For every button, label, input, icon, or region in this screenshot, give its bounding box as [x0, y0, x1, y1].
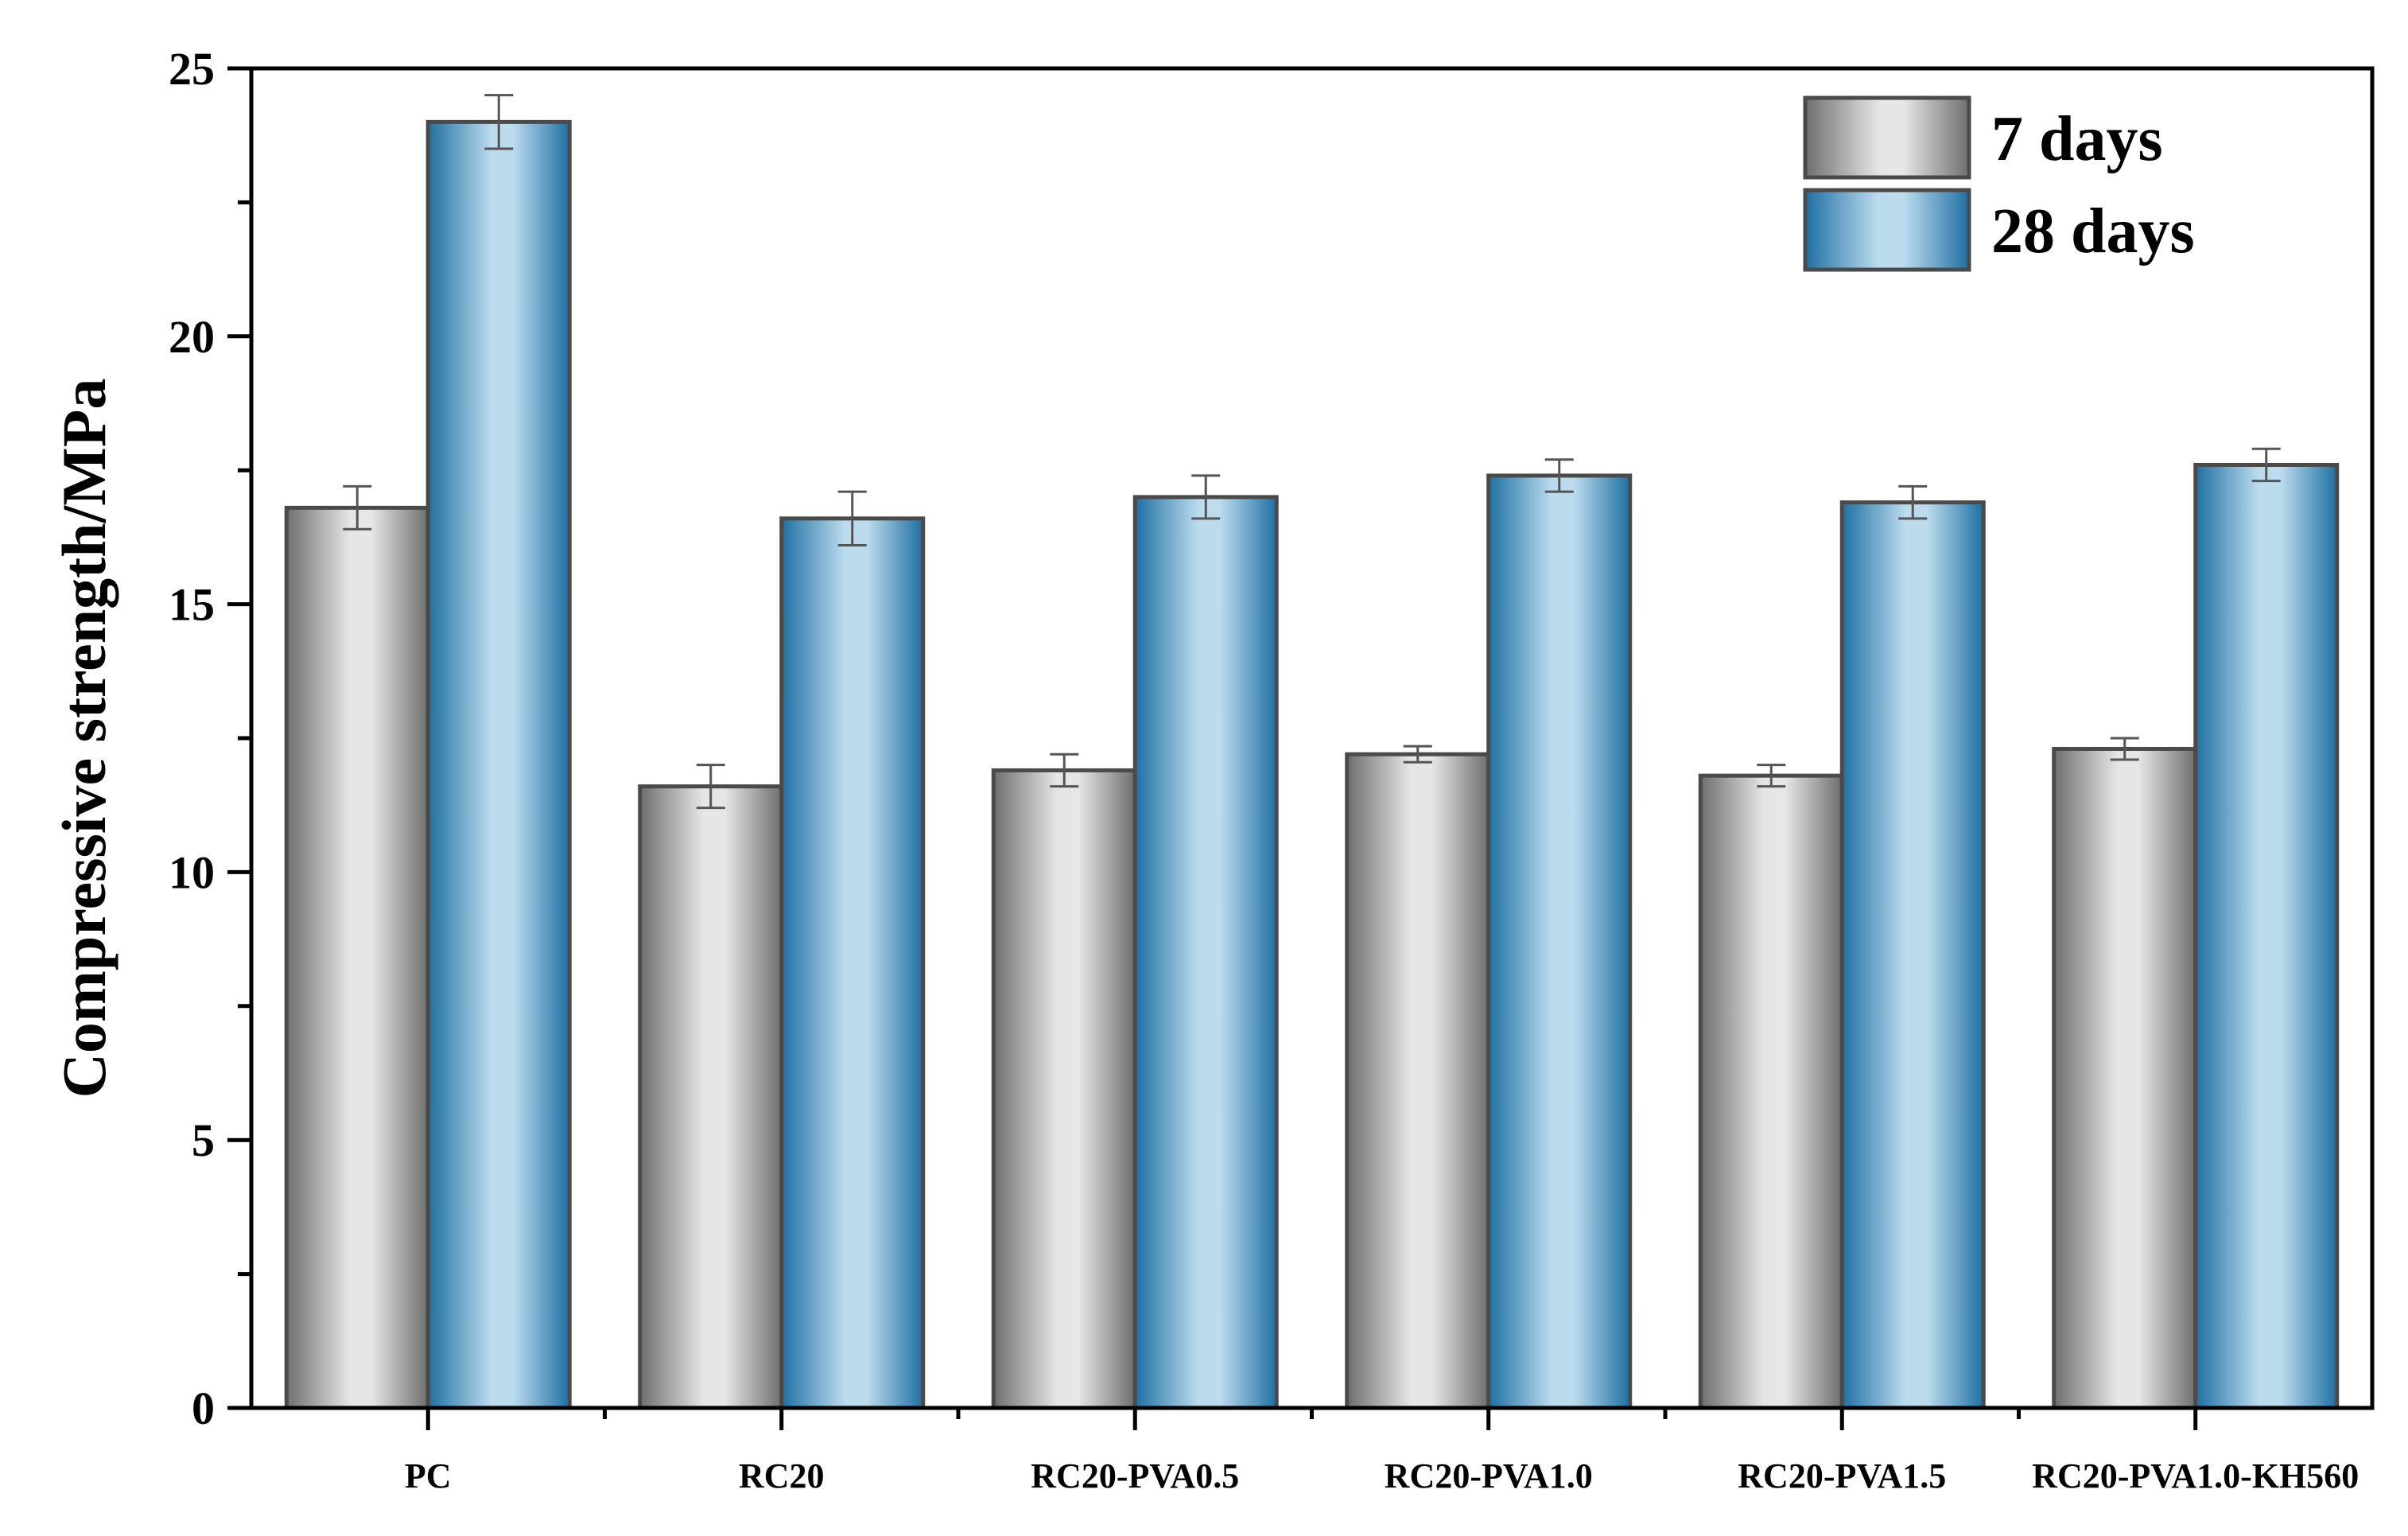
- x-tick-label: PC: [405, 1456, 452, 1495]
- y-tick-label: 20: [169, 311, 215, 363]
- bar-7d-rc20-pva1-5: [1698, 773, 1844, 1410]
- x-tick-label: RC20: [739, 1456, 825, 1495]
- bars-layer: [284, 119, 2340, 1410]
- error-bar-7d-rc20-pva1-0: [1403, 745, 1432, 764]
- legend-item-28-days: 28 days: [1803, 188, 2195, 272]
- bar-28d-rc20-pva1-0: [1486, 473, 1633, 1410]
- legend-label: 28 days: [1991, 196, 2195, 266]
- y-tick-label: 25: [169, 43, 215, 95]
- error-bar-28d-rc20-pva1-0-kh560: [2251, 447, 2281, 483]
- y-axis-title: Compressive strength/MPa: [49, 379, 118, 1099]
- legend-swatch: [1803, 188, 1971, 272]
- y-tick-label: 10: [169, 846, 215, 898]
- error-bar-28d-rc20: [837, 490, 867, 547]
- error-bar-7d-rc20-pva1-5: [1757, 764, 1786, 788]
- bar-28d-rc20: [779, 516, 926, 1410]
- error-bar-7d-rc20-pva1-0-kh560: [2110, 737, 2139, 761]
- y-tick-label: 5: [192, 1114, 215, 1166]
- x-tick-label: RC20-PVA0.5: [1031, 1456, 1239, 1495]
- bar-28d-pc: [425, 119, 572, 1410]
- error-bar-28d-rc20-pva0-5: [1191, 474, 1221, 520]
- x-tick-label: RC20-PVA1.0-KH560: [2032, 1456, 2359, 1495]
- bar-7d-pc: [284, 505, 430, 1410]
- bar-7d-rc20-pva1-0: [1345, 752, 1491, 1410]
- legend-item-7-days: 7 days: [1803, 95, 2163, 180]
- y-tick-label: 0: [192, 1382, 215, 1434]
- y-tick-label: 15: [169, 579, 215, 631]
- error-bar-28d-rc20-pva1-0: [1544, 458, 1574, 493]
- error-bar-28d-rc20-pva1-5: [1898, 484, 1928, 520]
- axes-layer: 0 5 10 15 20 25 PC RC20 RC20-PVA0.5 RC20-PVA1.0 RC…: [49, 43, 2375, 1495]
- bar-7d-rc20-pva1-0-kh560: [2052, 746, 2198, 1410]
- legend-label: 7 days: [1991, 104, 2163, 174]
- error-bar-7d-rc20-pva0-5: [1050, 752, 1079, 788]
- x-tick-label: RC20-PVA1.0: [1385, 1456, 1593, 1495]
- bar-7d-rc20-pva0-5: [991, 768, 1137, 1410]
- error-bar-28d-pc: [484, 94, 514, 150]
- bar-28d-rc20-pva1-5: [1839, 500, 1986, 1410]
- bar-7d-rc20: [638, 784, 784, 1410]
- bar-28d-rc20-pva1-0-kh560: [2193, 462, 2340, 1410]
- x-tick-label: RC20-PVA1.5: [1738, 1456, 1946, 1495]
- error-bars-layer: [343, 94, 2281, 810]
- legend: 7 days 28 days: [1803, 95, 2195, 272]
- legend-swatch: [1803, 95, 1971, 180]
- bar-28d-rc20-pva0-5: [1132, 495, 1279, 1410]
- error-bar-7d-rc20: [696, 764, 725, 810]
- error-bar-7d-pc: [343, 484, 372, 531]
